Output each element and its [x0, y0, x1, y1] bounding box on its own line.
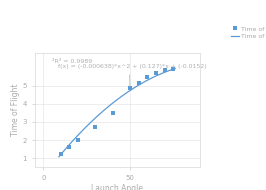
- Point: [171, 68, 176, 71]
- Point: [163, 69, 167, 72]
- Point: [128, 87, 132, 90]
- Point: [137, 82, 141, 85]
- Point: [67, 146, 72, 149]
- Point: [145, 75, 149, 78]
- Point: [59, 152, 63, 155]
- X-axis label: Launch Angle: Launch Angle: [91, 184, 143, 190]
- Point: [93, 126, 97, 129]
- Point: [154, 72, 158, 75]
- Point: [76, 139, 80, 142]
- Point: [111, 111, 115, 114]
- Y-axis label: Time of Flight: Time of Flight: [11, 84, 20, 136]
- Text: ²R² = 0.9989
   f(x) = (-0.000638)*x^2 + (0.127)*x + (-0.0152): ²R² = 0.9989 f(x) = (-0.000638)*x^2 + (0…: [52, 59, 207, 86]
- Legend: Time of Flight, Time of Flight - fit: Time of Flight, Time of Flight - fit: [229, 24, 266, 41]
